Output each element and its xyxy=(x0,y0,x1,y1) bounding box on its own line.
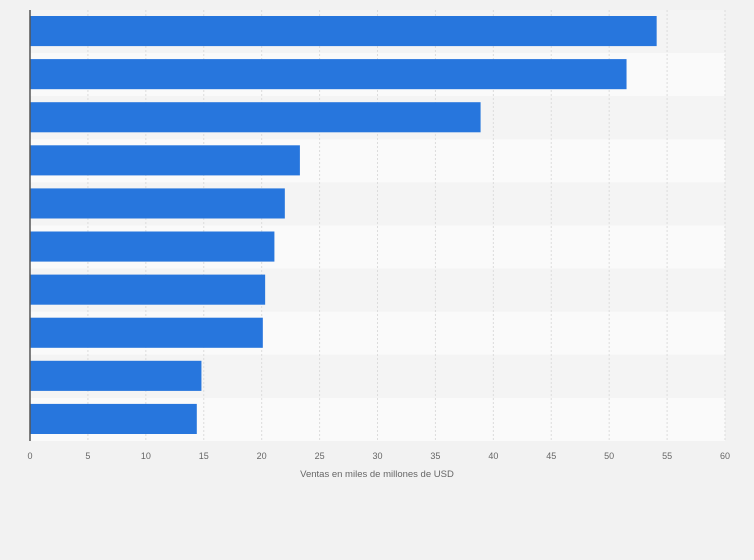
bar[interactable] xyxy=(30,274,266,305)
x-axis-title: Ventas en miles de millones de USD xyxy=(300,469,454,480)
x-tick-label: 55 xyxy=(662,451,672,461)
x-tick-label: 0 xyxy=(27,451,32,461)
x-tick-label: 50 xyxy=(604,451,614,461)
bar[interactable] xyxy=(30,403,197,434)
x-tick-label: 60 xyxy=(720,451,730,461)
x-tick-label: 35 xyxy=(430,451,440,461)
bar[interactable] xyxy=(30,16,657,47)
x-tick-label: 10 xyxy=(141,451,151,461)
x-tick-label: 30 xyxy=(372,451,382,461)
bar[interactable] xyxy=(30,102,481,133)
x-tick-label: 25 xyxy=(315,451,325,461)
x-tick-label: 45 xyxy=(546,451,556,461)
x-tick-label: 5 xyxy=(85,451,90,461)
bar[interactable] xyxy=(30,188,285,219)
bar[interactable] xyxy=(30,59,627,90)
bar[interactable] xyxy=(30,360,202,391)
x-tick-label: 15 xyxy=(199,451,209,461)
x-tick-label: 20 xyxy=(257,451,267,461)
bar[interactable] xyxy=(30,317,263,348)
bar[interactable] xyxy=(30,231,275,262)
x-tick-label: 40 xyxy=(488,451,498,461)
bar[interactable] xyxy=(30,145,300,176)
